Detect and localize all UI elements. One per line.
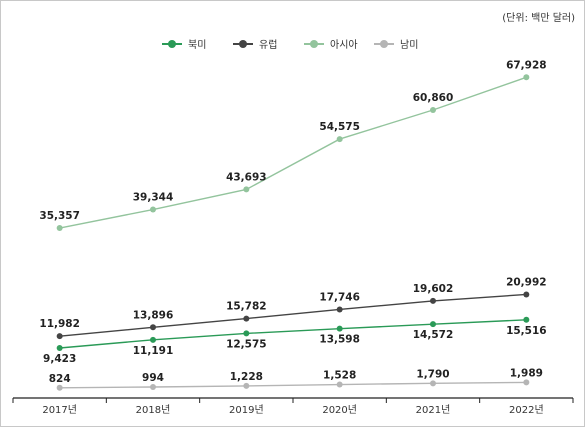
data-label-south-america: 1,228 [230,371,263,383]
data-point-north-america [430,321,436,328]
data-label-south-america: 1,989 [510,367,543,379]
legend-item-north-america: 북미 [162,36,206,51]
data-point-asia [56,225,63,232]
legend-swatch-europe-icon [233,39,253,49]
legend-swatch-asia-icon [304,39,324,49]
data-label-south-america: 824 [49,373,71,385]
data-point-north-america [523,316,530,323]
data-point-north-america [56,344,63,351]
data-label-asia: 67,928 [506,59,547,71]
data-label-europe: 13,896 [133,309,174,321]
legend-item-asia: 아시아 [304,36,358,51]
data-point-south-america [336,381,343,388]
legend-swatch-south-america-icon [374,39,394,49]
x-tick-label: 2017년 [42,404,77,416]
data-label-europe: 15,782 [226,301,267,313]
data-point-asia [430,107,436,114]
series-line-north-america [59,319,527,349]
data-label-north-america: 13,598 [319,334,360,346]
series-line-asia [59,76,527,229]
data-label-south-america: 994 [142,372,164,384]
unit-label: (단위: 백만 달러) [502,13,575,24]
data-point-south-america [243,382,250,389]
data-label-asia: 60,860 [413,92,454,104]
x-tick-label: 2020년 [322,404,357,416]
data-label-north-america: 11,191 [133,345,174,357]
data-point-south-america [523,379,530,386]
data-point-north-america [336,325,343,332]
data-label-north-america: 14,572 [413,329,454,341]
data-label-europe: 11,982 [39,318,80,330]
data-point-europe [523,291,530,298]
data-point-south-america [56,384,63,391]
data-label-south-america: 1,790 [416,368,449,380]
x-tick-label: 2021년 [416,404,451,416]
series-line-europe [59,293,527,337]
data-label-europe: 17,746 [319,291,360,303]
data-point-asia [150,206,156,213]
data-point-south-america [150,384,156,391]
series-line-south-america [59,381,527,389]
data-point-asia [243,186,250,193]
data-label-asia: 35,357 [39,210,80,222]
x-tick-label: 2022년 [509,404,544,416]
data-point-europe [56,333,63,340]
data-point-europe [336,306,343,313]
data-point-asia [336,136,343,143]
legend: 북미 유럽 아시아 남미 [0,36,587,52]
data-point-asia [523,74,530,81]
data-label-asia: 43,693 [226,171,267,183]
legend-item-europe: 유럽 [233,36,277,51]
x-tick-label: 2019년 [229,404,264,416]
data-label-europe: 20,992 [506,276,547,288]
legend-label-north-america: 북미 [188,40,207,51]
legend-item-south-america: 남미 [374,36,418,51]
data-label-asia: 39,344 [133,192,174,204]
data-label-north-america: 15,516 [506,325,547,337]
data-label-south-america: 1,528 [323,370,356,382]
data-point-europe [243,315,250,322]
legend-label-south-america: 남미 [400,40,419,51]
data-label-asia: 54,575 [319,121,360,133]
legend-label-asia: 아시아 [330,40,358,51]
legend-swatch-north-america-icon [162,39,182,49]
data-label-europe: 19,602 [413,283,454,295]
data-label-north-america: 12,575 [226,338,267,350]
data-point-north-america [243,330,250,337]
legend-label-europe: 유럽 [259,40,278,51]
data-label-north-america: 9,423 [43,353,76,365]
data-point-north-america [150,336,156,343]
data-point-europe [150,324,156,331]
data-point-south-america [430,380,436,387]
x-tick-label: 2018년 [136,404,171,416]
data-point-europe [430,297,436,304]
